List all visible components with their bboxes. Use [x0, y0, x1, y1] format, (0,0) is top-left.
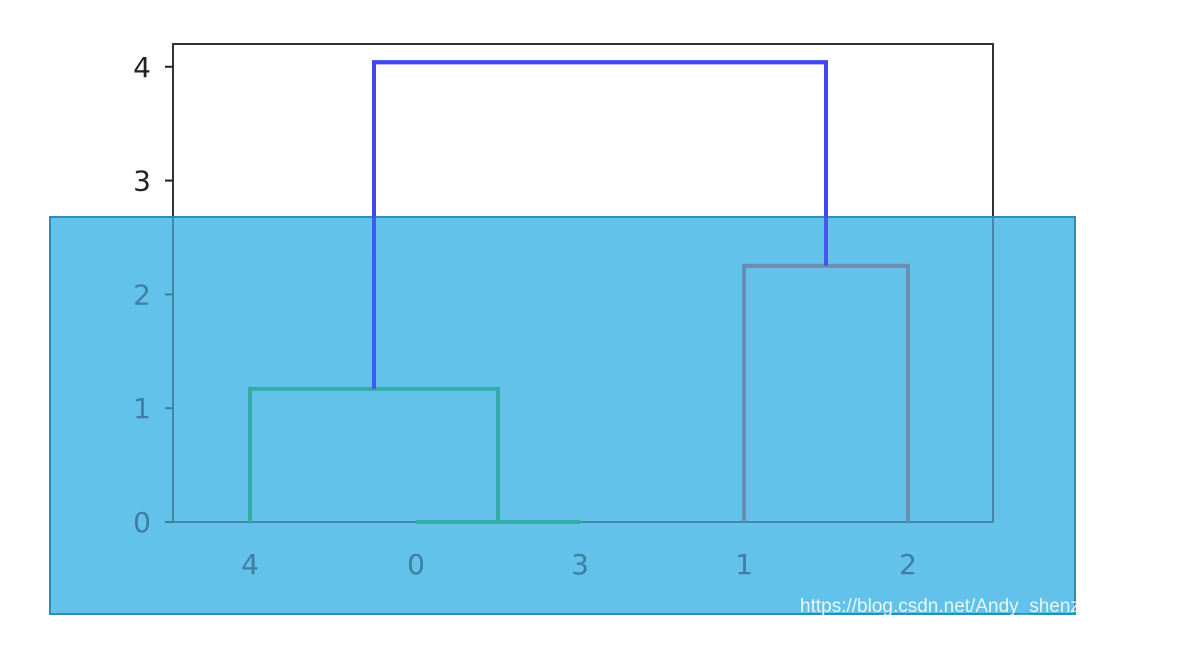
- y-tick-label-1: 1: [133, 392, 151, 425]
- x-tick-label-3: 3: [571, 548, 589, 581]
- y-tick-label-2: 2: [133, 278, 151, 311]
- x-tick-label-1: 1: [735, 548, 753, 581]
- dendrogram-link-visible-3: [372, 60, 828, 389]
- watermark-text: https://blog.csdn.net/Andy_shenzl: [800, 596, 1085, 617]
- x-tick-label-4: 4: [241, 548, 259, 581]
- tick-labels: 0 1 2 3 4 4 0 3 1 2: [133, 51, 917, 581]
- y-tick-label-0: 0: [133, 506, 151, 539]
- y-tick-label-4: 4: [133, 51, 151, 84]
- x-tick-label-2: 2: [899, 548, 917, 581]
- x-tick-label-0: 0: [407, 548, 425, 581]
- overlay-visible-chart: [172, 60, 994, 524]
- overlay-highlight-box: [49, 216, 1076, 615]
- y-tick-label-3: 3: [133, 165, 151, 198]
- dendrogram-link-visible-1: [248, 386, 500, 522]
- dendrogram-link-visible-2: [742, 263, 910, 522]
